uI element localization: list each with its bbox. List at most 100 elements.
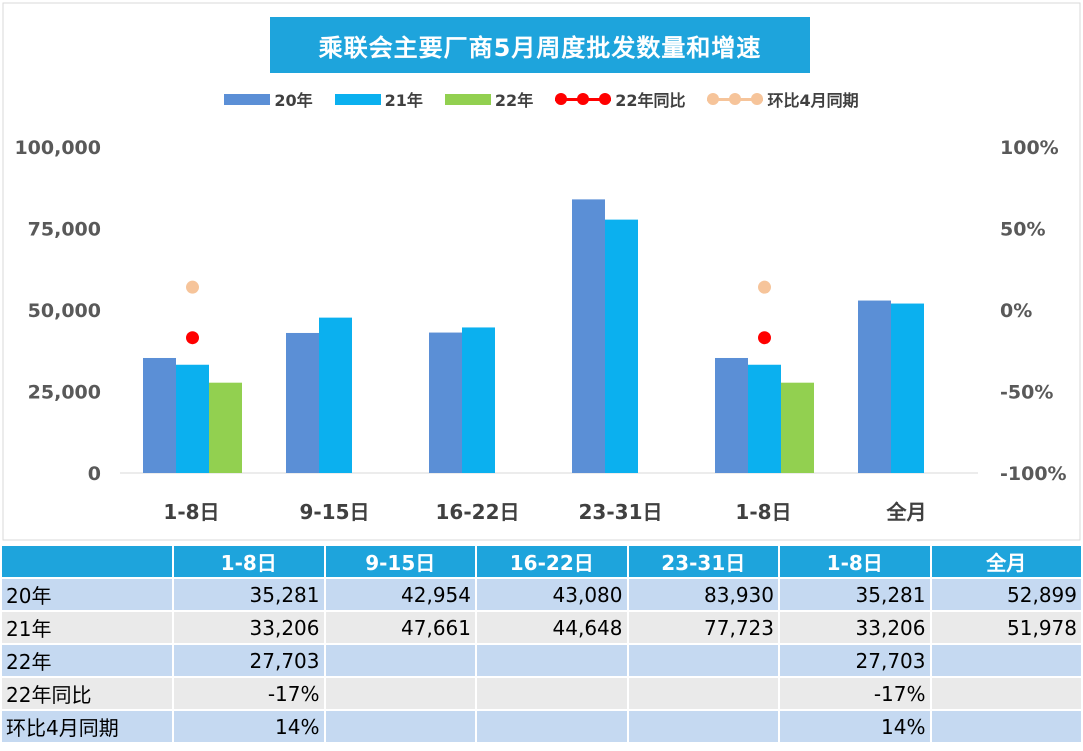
row-label: 21年 (2, 612, 172, 643)
table-cell: 52,899 (931, 579, 1081, 610)
y-tick-label: 50,000 (28, 300, 101, 322)
data-table-area: 1-8日 9-15日 16-22日 23-31日 1-8日 全月 20年 35,281 42,… (0, 544, 1083, 744)
y2-tick-label: 100% (1000, 137, 1059, 159)
y2-tick-label: -100% (1000, 463, 1067, 485)
table-cell: 33,206 (780, 612, 930, 643)
table-cell (931, 678, 1081, 709)
x-tick-label: 1-8日 (735, 500, 791, 524)
legend-line-marker (555, 92, 612, 106)
legend-item: 20年 (224, 86, 313, 112)
table-cell: -17% (780, 678, 930, 709)
bar-22年 (781, 382, 814, 473)
table-row: 环比4月同期 14% 14% (2, 711, 1081, 742)
chart-title: 乘联会主要厂商5月周度批发数量和增速 (270, 17, 810, 73)
legend-swatch (444, 93, 491, 105)
chart-legend: 20年 21年 22年 22年同比 环比4月同期 (0, 86, 1083, 112)
table-cell (931, 645, 1081, 676)
table-cell: 14% (174, 711, 324, 742)
table-header-cell: 全月 (931, 546, 1081, 577)
legend-label: 22年 (494, 91, 534, 110)
y2-tick-label: 0% (1000, 300, 1032, 322)
bar-21年 (462, 327, 495, 473)
table-row: 22年 27,703 27,703 (2, 645, 1081, 676)
bar-22年 (209, 382, 242, 473)
row-label: 22年 (2, 645, 172, 676)
table-cell: -17% (174, 678, 324, 709)
bar-20年 (715, 357, 748, 473)
chart-svg: 0 25,000 50,000 75,000 100,000 -100% -50% 0% 50%… (2, 2, 1081, 541)
bar-21年 (891, 303, 924, 473)
table-cell (325, 645, 475, 676)
table-cell (325, 678, 475, 709)
marker-22年同比 (186, 331, 199, 345)
chart-border (2, 2, 1081, 541)
table-header-cell: 9-15日 (325, 546, 475, 577)
y-tick-label: 0 (88, 463, 101, 485)
table-cell: 83,930 (628, 579, 778, 610)
table-cell: 43,080 (477, 579, 627, 610)
bar-21年 (319, 317, 352, 473)
table-cell (477, 645, 627, 676)
table-cell: 14% (780, 711, 930, 742)
bar-20年 (429, 332, 462, 473)
legend-label: 21年 (384, 91, 423, 110)
data-table: 1-8日 9-15日 16-22日 23-31日 1-8日 全月 20年 35,281 42,… (0, 544, 1083, 744)
legend-item: 22年 (444, 86, 534, 112)
table-cell: 27,703 (780, 645, 930, 676)
x-tick-label: 1-8日 (163, 500, 219, 524)
bar-20年 (143, 357, 176, 473)
legend-item: 21年 (334, 86, 423, 112)
table-cell (477, 711, 627, 742)
table-row: 22年同比 -17% -17% (2, 678, 1081, 709)
table-cell: 51,978 (931, 612, 1081, 643)
y2-tick-label: 50% (1000, 219, 1045, 241)
x-tick-label: 全月 (886, 500, 927, 524)
table-cell: 27,703 (174, 645, 324, 676)
table-header-cell: 1-8日 (780, 546, 930, 577)
legend-item: 22年同比 (555, 86, 685, 112)
legend-swatch (334, 93, 381, 105)
table-header-cell: 16-22日 (477, 546, 627, 577)
legend-line-marker (707, 92, 764, 106)
row-label: 20年 (2, 579, 172, 610)
marker-环比4月同期 (758, 280, 771, 294)
table-row: 20年 35,281 42,954 43,080 83,930 35,281 52,899 (2, 579, 1081, 610)
marker-22年同比 (758, 331, 771, 345)
y2-tick-label: -50% (1000, 382, 1053, 404)
table-body: 20年 35,281 42,954 43,080 83,930 35,281 52,899 2… (2, 579, 1081, 742)
table-row: 21年 33,206 47,661 44,648 77,723 33,206 51,978 (2, 612, 1081, 643)
table-cell: 47,661 (325, 612, 475, 643)
y-tick-label: 100,000 (14, 137, 101, 159)
legend-item: 环比4月同期 (707, 86, 859, 112)
x-tick-label: 16-22日 (436, 500, 520, 524)
table-cell: 44,648 (477, 612, 627, 643)
bar-20年 (858, 300, 891, 473)
table-cell: 35,281 (780, 579, 930, 610)
table-header-cell: 23-31日 (628, 546, 778, 577)
legend-swatch (224, 93, 271, 105)
legend-label: 20年 (274, 91, 313, 110)
table-header-cell: 1-8日 (174, 546, 324, 577)
row-label: 22年同比 (2, 678, 172, 709)
table-cell (628, 645, 778, 676)
bar-20年 (572, 199, 605, 474)
chart-area: 0 25,000 50,000 75,000 100,000 -100% -50% 0% 50%… (0, 2, 1083, 541)
table-cell (931, 711, 1081, 742)
y-tick-label: 75,000 (28, 219, 101, 241)
y-tick-label: 25,000 (28, 382, 101, 404)
table-cell (628, 678, 778, 709)
marker-环比4月同期 (186, 280, 199, 294)
bar-21年 (176, 364, 209, 473)
x-tick-label: 9-15日 (299, 500, 369, 524)
legend-label: 22年同比 (615, 91, 686, 110)
row-label: 环比4月同期 (2, 711, 172, 742)
bar-21年 (748, 364, 781, 473)
table-cell: 42,954 (325, 579, 475, 610)
table-corner-cell (2, 546, 172, 577)
table-cell: 77,723 (628, 612, 778, 643)
bar-21年 (605, 219, 638, 473)
table-cell: 33,206 (174, 612, 324, 643)
table-cell (628, 711, 778, 742)
x-tick-label: 23-31日 (579, 500, 663, 524)
table-header-row: 1-8日 9-15日 16-22日 23-31日 1-8日 全月 (2, 546, 1081, 577)
